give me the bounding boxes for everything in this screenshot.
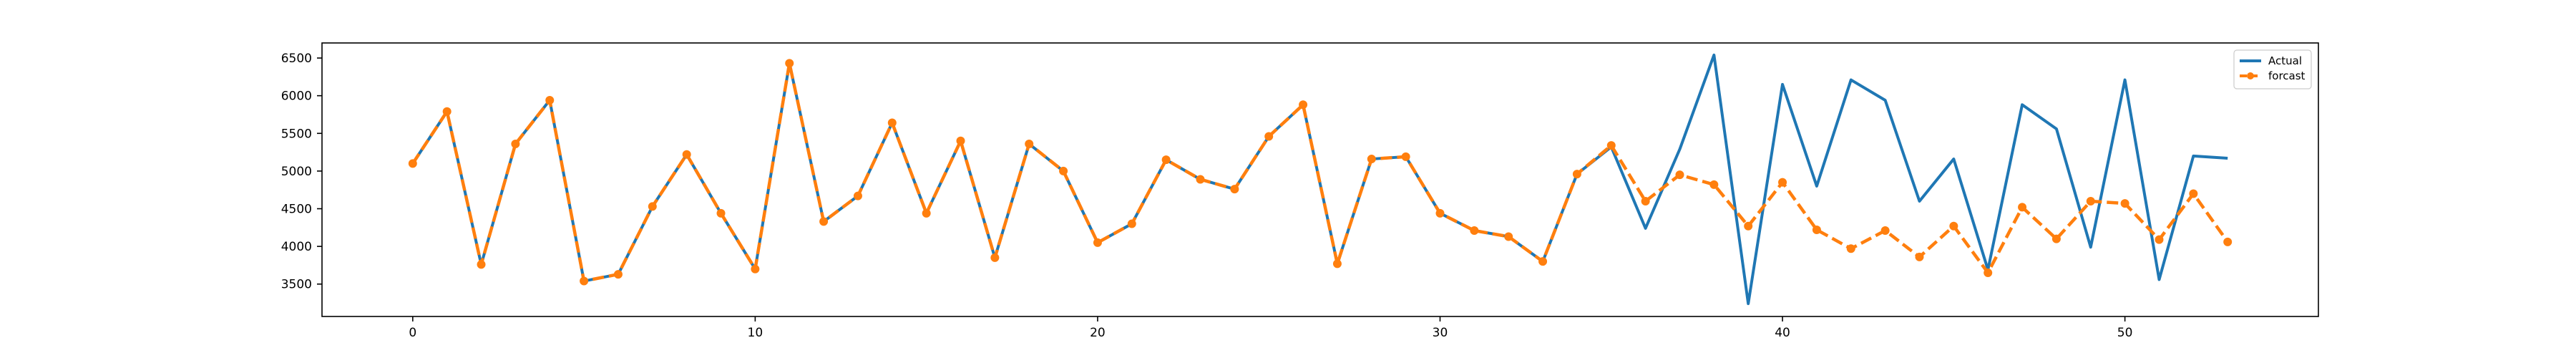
- data-point: [477, 260, 486, 269]
- data-point: [1470, 226, 1479, 236]
- x-tick-label: 0: [409, 326, 416, 340]
- data-point: [1025, 140, 1034, 149]
- data-point: [887, 118, 897, 127]
- y-tick-label: 6000: [281, 90, 312, 104]
- data-point: [1709, 180, 1719, 189]
- plot-area: [321, 42, 2319, 317]
- data-point: [2018, 203, 2027, 212]
- data-point: [1435, 208, 1445, 218]
- series-group: [408, 53, 2233, 306]
- y-axis: 3500 4000 4500 5000 5500 6000 6500: [281, 52, 322, 292]
- y-tick-label: 6500: [281, 52, 312, 66]
- data-point: [716, 208, 726, 218]
- legend-label: Actual: [2268, 54, 2302, 67]
- x-tick-label: 50: [2117, 326, 2133, 340]
- data-point: [1778, 178, 1787, 187]
- data-point: [1675, 170, 1684, 180]
- data-point: [1846, 244, 1855, 253]
- data-point: [1880, 226, 1890, 236]
- data-point: [956, 136, 965, 145]
- x-tick-label: 40: [1775, 326, 1790, 340]
- data-point: [1606, 141, 1616, 150]
- data-point: [819, 217, 829, 226]
- data-point: [1332, 259, 1342, 268]
- data-point: [545, 95, 555, 105]
- y-tick-label: 4000: [281, 240, 312, 254]
- data-point: [1299, 100, 1308, 110]
- plot-frame: [321, 42, 2319, 317]
- data-point: [1161, 155, 1171, 165]
- data-point: [1641, 196, 1650, 205]
- data-point: [1093, 238, 1102, 247]
- data-point: [613, 270, 623, 279]
- legend-marker: [2247, 72, 2254, 79]
- data-point: [511, 140, 520, 149]
- data-point: [1915, 252, 1924, 261]
- data-point: [1984, 268, 1993, 277]
- data-point: [1744, 221, 1753, 231]
- data-point: [1264, 132, 1274, 141]
- data-point: [1504, 232, 1513, 241]
- data-point: [853, 191, 862, 200]
- data-point: [2120, 199, 2129, 208]
- data-point: [1127, 219, 1136, 228]
- data-point: [922, 208, 931, 218]
- data-point: [580, 276, 589, 286]
- data-point: [1196, 175, 1205, 184]
- data-point: [2086, 196, 2095, 205]
- data-point: [1949, 221, 1958, 231]
- legend: Actual forcast: [2233, 49, 2312, 90]
- data-point: [2189, 189, 2198, 198]
- y-tick-label: 4500: [281, 203, 312, 217]
- data-point: [785, 59, 794, 68]
- data-point: [682, 150, 691, 159]
- data-point: [648, 202, 657, 211]
- data-point: [1538, 257, 1548, 266]
- x-tick-label: 10: [748, 326, 763, 340]
- data-point: [751, 264, 760, 274]
- data-point: [1367, 155, 1376, 164]
- data-point: [990, 253, 1000, 262]
- data-point: [1230, 185, 1239, 194]
- x-tick-label: 30: [1433, 326, 1448, 340]
- data-point: [408, 159, 417, 168]
- series-line-forcast: [411, 62, 2230, 283]
- data-point: [1572, 170, 1581, 179]
- data-point: [1401, 152, 1410, 161]
- data-point: [2051, 234, 2061, 243]
- data-point: [1059, 166, 1068, 175]
- y-tick-label: 5000: [281, 165, 312, 179]
- legend-label: forcast: [2268, 69, 2306, 82]
- x-tick-label: 20: [1090, 326, 1106, 340]
- data-point: [442, 107, 452, 116]
- data-point: [2155, 235, 2164, 244]
- x-axis: 0 10 20 30 40 50: [409, 316, 2132, 340]
- data-point: [2223, 237, 2233, 246]
- y-tick-label: 5500: [281, 127, 312, 141]
- y-tick-label: 3500: [281, 278, 312, 292]
- data-point: [1812, 225, 1821, 234]
